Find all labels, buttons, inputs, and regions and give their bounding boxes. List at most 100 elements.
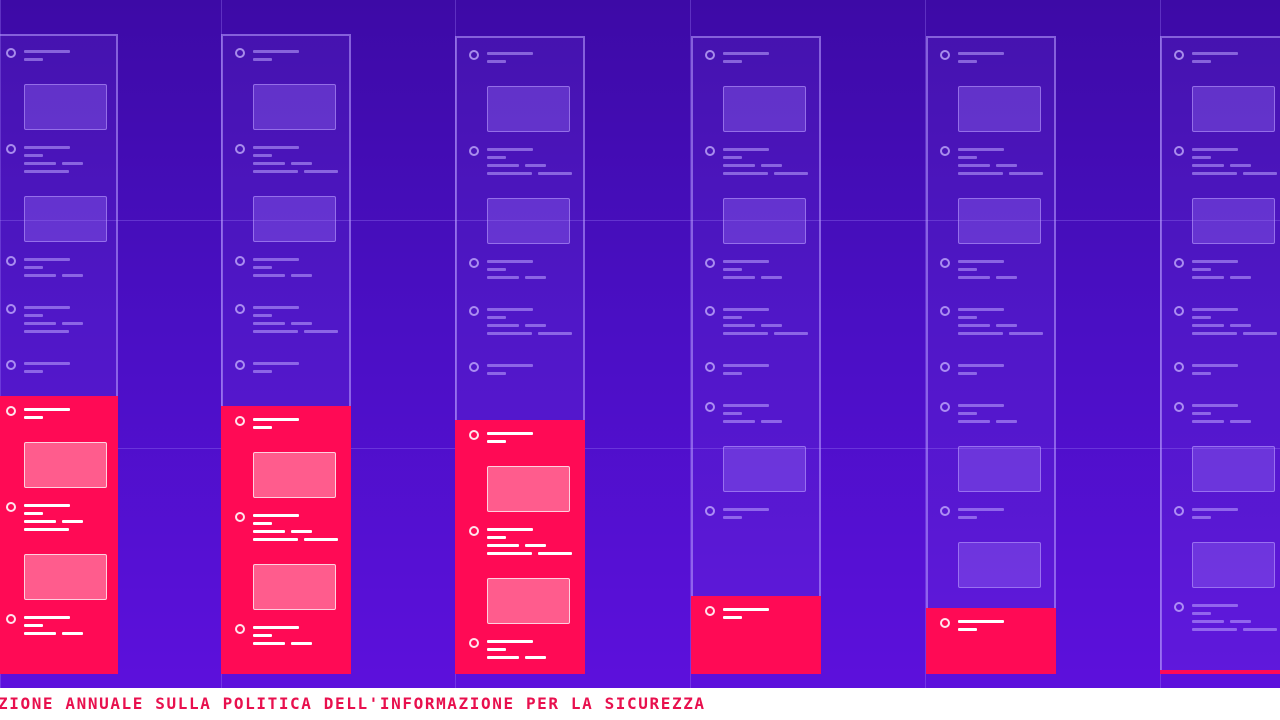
- text-placeholder-line: [958, 308, 1004, 311]
- text-placeholder-line: [253, 146, 299, 149]
- text-placeholder-line: [1230, 164, 1251, 167]
- image-placeholder: [487, 578, 570, 624]
- post-marker-icon: [940, 306, 950, 316]
- grid-line: [0, 220, 1280, 221]
- text-placeholder-line: [958, 628, 977, 631]
- post-marker-icon: [6, 406, 16, 416]
- text-placeholder-line: [1243, 172, 1277, 175]
- post-marker-icon: [1174, 306, 1184, 316]
- text-placeholder-line: [1243, 332, 1277, 335]
- text-placeholder-line: [723, 276, 755, 279]
- post-marker-icon: [235, 256, 245, 266]
- text-placeholder-line: [24, 520, 56, 523]
- text-placeholder-line: [24, 370, 43, 373]
- text-placeholder-line: [62, 632, 83, 635]
- text-placeholder-line: [253, 538, 298, 541]
- text-placeholder-line: [253, 306, 299, 309]
- feed-column: [0, 34, 118, 674]
- text-placeholder-line: [24, 322, 56, 325]
- post-marker-icon: [235, 144, 245, 154]
- text-placeholder-line: [538, 172, 572, 175]
- text-placeholder-line: [1192, 420, 1224, 423]
- text-placeholder-line: [996, 420, 1017, 423]
- image-placeholder: [1192, 542, 1275, 588]
- text-placeholder-line: [1192, 332, 1237, 335]
- image-placeholder: [487, 198, 570, 244]
- feed-column: [455, 36, 585, 674]
- image-placeholder: [958, 542, 1041, 588]
- text-placeholder-line: [723, 508, 769, 511]
- text-placeholder-line: [487, 316, 506, 319]
- text-placeholder-line: [487, 432, 533, 435]
- image-placeholder: [723, 198, 806, 244]
- feed-posts-muted: [455, 36, 585, 420]
- feed-column-frame: [926, 36, 1056, 674]
- post-marker-icon: [1174, 146, 1184, 156]
- text-placeholder-line: [487, 52, 533, 55]
- post-marker-icon: [469, 146, 479, 156]
- text-placeholder-line: [62, 520, 83, 523]
- text-placeholder-line: [1192, 156, 1211, 159]
- feed-posts-highlighted: [691, 596, 821, 674]
- text-placeholder-line: [958, 364, 1004, 367]
- image-placeholder: [487, 86, 570, 132]
- text-placeholder-line: [761, 164, 782, 167]
- text-placeholder-line: [1192, 604, 1238, 607]
- post-marker-icon: [235, 304, 245, 314]
- text-placeholder-line: [1192, 324, 1224, 327]
- image-placeholder: [24, 196, 107, 242]
- feed-column: [926, 36, 1056, 674]
- text-placeholder-line: [253, 154, 272, 157]
- text-placeholder-line: [1192, 52, 1238, 55]
- post-marker-icon: [469, 362, 479, 372]
- image-placeholder: [253, 196, 336, 242]
- post-marker-icon: [940, 506, 950, 516]
- text-placeholder-line: [1192, 372, 1211, 375]
- text-placeholder-line: [525, 544, 546, 547]
- text-placeholder-line: [723, 608, 769, 611]
- text-placeholder-line: [24, 306, 70, 309]
- text-placeholder-line: [487, 656, 519, 659]
- text-placeholder-line: [761, 420, 782, 423]
- text-placeholder-line: [253, 314, 272, 317]
- post-marker-icon: [6, 48, 16, 58]
- text-placeholder-line: [723, 156, 742, 159]
- text-placeholder-line: [24, 632, 56, 635]
- text-placeholder-line: [24, 154, 43, 157]
- footer-bar: ZIONE ANNUALE SULLA POLITICA DELL'INFORM…: [0, 688, 1280, 720]
- text-placeholder-line: [24, 528, 69, 531]
- feed-column: [691, 36, 821, 674]
- text-placeholder-line: [1192, 276, 1224, 279]
- text-placeholder-line: [761, 276, 782, 279]
- feed-posts-highlighted: [455, 420, 585, 674]
- text-placeholder-line: [1192, 148, 1238, 151]
- post-marker-icon: [6, 360, 16, 370]
- text-placeholder-line: [24, 504, 70, 507]
- image-placeholder: [253, 84, 336, 130]
- feed-posts-muted: [926, 36, 1056, 608]
- text-placeholder-line: [487, 260, 533, 263]
- text-placeholder-line: [723, 324, 755, 327]
- post-marker-icon: [705, 50, 715, 60]
- feed-posts-highlighted: [221, 406, 351, 674]
- image-placeholder: [723, 86, 806, 132]
- text-placeholder-line: [761, 324, 782, 327]
- text-placeholder-line: [1192, 508, 1238, 511]
- text-placeholder-line: [538, 552, 572, 555]
- text-placeholder-line: [253, 418, 299, 421]
- text-placeholder-line: [253, 162, 285, 165]
- feed-column-frame: [1160, 36, 1280, 674]
- feed-posts-muted: [1160, 36, 1280, 670]
- text-placeholder-line: [1192, 628, 1237, 631]
- post-marker-icon: [235, 416, 245, 426]
- post-marker-icon: [1174, 402, 1184, 412]
- text-placeholder-line: [1243, 628, 1277, 631]
- image-placeholder: [253, 564, 336, 610]
- post-marker-icon: [940, 146, 950, 156]
- post-marker-icon: [705, 362, 715, 372]
- text-placeholder-line: [958, 420, 990, 423]
- image-placeholder: [24, 442, 107, 488]
- text-placeholder-line: [958, 172, 1003, 175]
- text-placeholder-line: [253, 50, 299, 53]
